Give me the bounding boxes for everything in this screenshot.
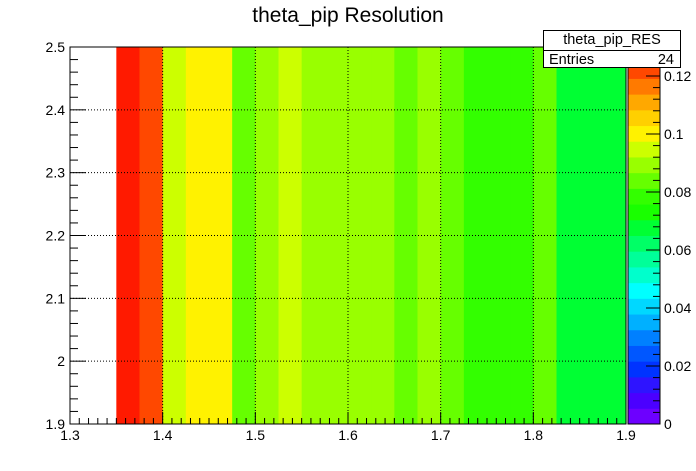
chart-title: theta_pip Resolution	[252, 4, 444, 27]
x-tick-label: 1.3	[60, 427, 80, 443]
x-tick-label: 1.5	[246, 427, 266, 443]
palette-swatch	[628, 408, 660, 425]
palette-swatch	[628, 141, 660, 158]
palette-swatch	[628, 251, 660, 268]
heatmap-cell	[371, 47, 395, 424]
palette-swatch	[628, 376, 660, 394]
stats-title: theta_pip_RES	[544, 31, 680, 51]
palette-swatch	[628, 94, 660, 111]
heatmap-cell	[440, 47, 465, 424]
palette-swatch	[628, 78, 660, 95]
palette-swatch	[628, 345, 660, 362]
heatmap-cell	[278, 47, 303, 424]
palette-tick-label: 0.12	[664, 68, 691, 84]
palette-tick-label: 0	[664, 416, 672, 432]
heatmap-cell	[162, 47, 187, 424]
heatmap-cell	[533, 47, 558, 424]
x-tick-label: 1.9	[616, 427, 636, 443]
y-tick-label: 2.1	[46, 290, 66, 306]
stats-entries-row: Entries 24	[544, 51, 680, 69]
heatmap-cell	[116, 47, 141, 424]
y-tick-label: 2.2	[46, 228, 66, 244]
stats-box: theta_pip_RES Entries 24	[543, 30, 681, 68]
heatmap-cell	[348, 47, 372, 424]
heatmap-cell	[487, 47, 511, 424]
palette-swatch	[628, 125, 660, 142]
stats-entries-label: Entries	[549, 52, 595, 68]
y-tick-label: 2.3	[46, 165, 66, 181]
palette-tick-label: 0.08	[664, 184, 691, 200]
palette-tick-label: 0.04	[664, 300, 691, 316]
palette-swatch	[628, 188, 660, 205]
stats-entries-value: 24	[657, 52, 674, 68]
palette-swatch	[628, 266, 660, 284]
heatmap-cell	[255, 47, 280, 424]
heatmap-cell	[417, 47, 442, 424]
x-tick-label: 1.8	[524, 427, 544, 443]
x-tick-label: 1.6	[338, 427, 358, 443]
y-tick-label: 1.9	[46, 416, 66, 432]
palette-tick-label: 0.02	[664, 358, 691, 374]
palette-swatch	[628, 109, 660, 127]
palette-tick-label: 0.06	[664, 242, 691, 258]
palette-swatch	[628, 392, 660, 409]
palette-swatch	[628, 172, 660, 189]
x-tick-label: 1.4	[153, 427, 173, 443]
palette-swatch	[628, 235, 660, 252]
heatmap-cell	[579, 47, 604, 424]
palette-swatch	[628, 314, 660, 331]
palette-swatch	[628, 361, 660, 378]
palette-swatch	[628, 329, 660, 346]
palette-swatch	[628, 298, 660, 315]
heatmap-cell	[185, 47, 210, 424]
x-tick-label: 1.7	[431, 427, 451, 443]
y-tick-label: 2.4	[46, 102, 66, 118]
heatmap-cell	[510, 47, 534, 424]
y-tick-label: 2.5	[46, 39, 66, 55]
palette-swatch	[628, 282, 660, 299]
y-tick-label: 2	[57, 353, 65, 369]
palette-tick-label: 0.1	[664, 126, 684, 142]
palette-swatch	[628, 204, 660, 221]
palette-swatch	[628, 156, 660, 174]
heatmap-cell	[602, 47, 627, 424]
palette-swatch	[628, 219, 660, 236]
heatmap-cell	[324, 47, 349, 424]
